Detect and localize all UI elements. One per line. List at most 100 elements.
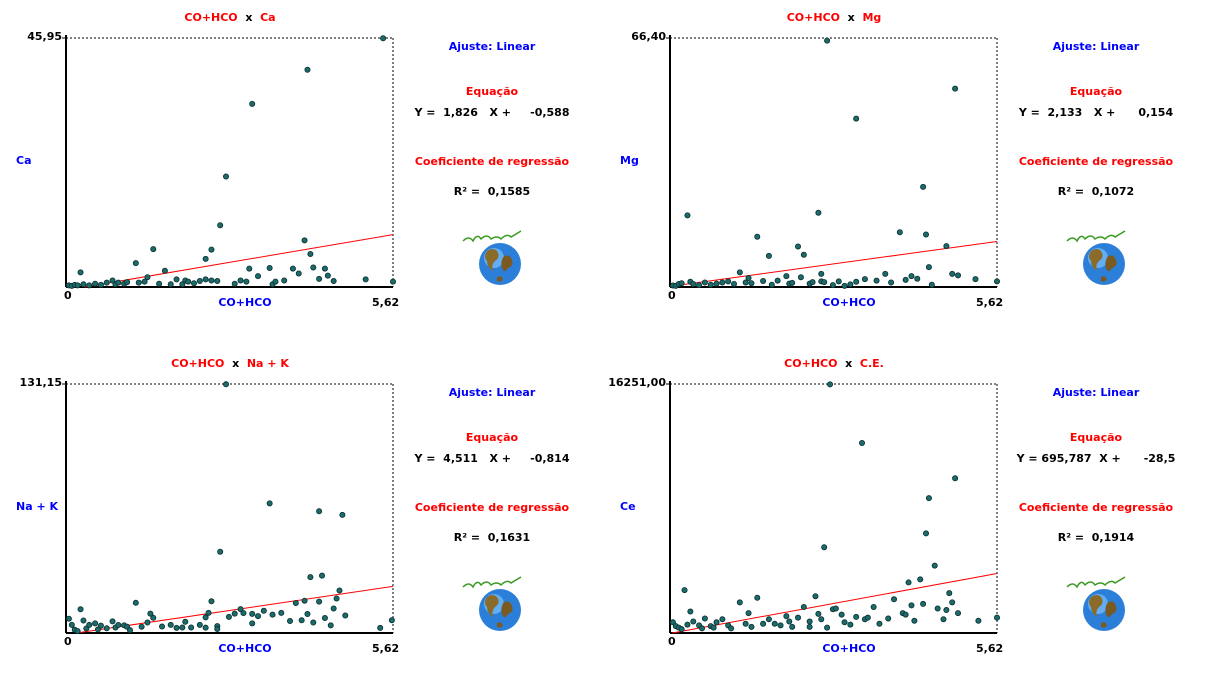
data-point <box>818 616 825 623</box>
data-point <box>223 173 230 180</box>
x-max-label: 5,62 <box>372 642 400 655</box>
chart-title-sep: x <box>224 357 247 370</box>
globe-logo-icon <box>462 576 522 631</box>
data-point <box>86 621 93 628</box>
data-point <box>237 277 244 284</box>
chart-title-x: CO+HCO <box>184 11 238 24</box>
data-point <box>835 278 842 285</box>
fit-info: Ajuste: Linear Equação Y = 2,133 X + 0,154… <box>996 40 1196 198</box>
globe-logo-icon <box>1066 576 1126 631</box>
data-point <box>891 596 898 603</box>
data-point <box>742 620 749 627</box>
data-point <box>955 610 962 617</box>
data-point <box>710 624 717 631</box>
data-point <box>736 599 743 606</box>
data-point <box>307 574 314 581</box>
y-max-label: 16251,00 <box>608 376 666 389</box>
equation-value: Y = 695,787 X + -28,5 <box>1016 452 1176 465</box>
scatter-plot <box>666 35 1000 289</box>
regression-coef-heading: Coeficiente de regressão <box>1018 155 1174 168</box>
data-point <box>225 613 232 620</box>
data-point <box>797 274 804 281</box>
data-point <box>249 610 256 617</box>
data-point <box>768 281 775 288</box>
x-axis-label: CO+HCO <box>822 642 876 655</box>
data-point <box>109 618 116 625</box>
data-point <box>321 615 328 622</box>
data-point <box>249 100 256 107</box>
data-point <box>719 279 726 286</box>
logo <box>1061 573 1141 638</box>
data-point <box>147 610 154 617</box>
data-point <box>301 597 308 604</box>
data-point <box>955 272 962 279</box>
data-point <box>156 280 163 287</box>
data-point <box>266 500 273 507</box>
data-point <box>80 617 87 624</box>
data-point <box>800 603 807 610</box>
data-point <box>742 279 749 286</box>
chart-panel-mg: CO+HCO x Mg 66,40 0 5,62 CO+HCO Mg Ajuste: Lin… <box>604 0 1207 327</box>
chart-panel-ce: CO+HCO x C.E. 16251,00 0 5,62 CO+HCO Ce Ajuste… <box>604 346 1207 673</box>
data-point <box>975 617 982 624</box>
data-point <box>699 625 706 632</box>
data-point <box>205 609 212 616</box>
data-point <box>888 279 895 286</box>
data-point <box>150 246 157 253</box>
data-point <box>832 605 839 612</box>
regression-coef-heading: Coeficiente de regressão <box>1018 501 1174 514</box>
data-point <box>380 35 387 42</box>
globe-logo-icon <box>1066 230 1126 285</box>
data-point <box>223 381 230 388</box>
data-point <box>701 615 708 622</box>
data-point <box>144 619 151 626</box>
data-point <box>167 621 174 628</box>
data-point <box>77 269 84 276</box>
globe-land-south-icon <box>1101 622 1107 628</box>
data-point <box>161 267 168 274</box>
data-point <box>701 279 708 286</box>
data-point <box>943 607 950 614</box>
globe-land-east-icon <box>501 601 513 617</box>
data-point <box>946 590 953 597</box>
data-point <box>240 610 247 617</box>
equation-heading: Equação <box>1069 85 1123 98</box>
data-point <box>135 279 142 286</box>
data-point <box>159 623 166 630</box>
chart-title: CO+HCO x Ca <box>0 11 460 24</box>
data-point <box>908 602 915 609</box>
data-point <box>736 269 743 276</box>
data-point <box>377 624 384 631</box>
data-point <box>911 617 918 624</box>
data-point <box>97 281 104 288</box>
chart-title: CO+HCO x C.E. <box>604 357 1064 370</box>
logo <box>457 227 537 292</box>
regression-line <box>669 240 998 287</box>
data-point <box>115 279 122 286</box>
equation-heading: Equação <box>465 85 519 98</box>
data-point <box>208 598 215 605</box>
x-max-label: 5,62 <box>976 296 1004 309</box>
data-point <box>266 265 273 272</box>
data-point <box>132 599 139 606</box>
data-point <box>809 279 816 286</box>
data-point <box>167 281 174 288</box>
data-point <box>914 275 921 282</box>
data-point <box>103 625 110 632</box>
y-min-label: 0 <box>668 635 676 648</box>
data-point <box>923 530 930 537</box>
data-point <box>208 277 215 284</box>
chart-title-y: Ca <box>260 11 276 24</box>
data-point <box>821 544 828 551</box>
data-point <box>74 282 81 289</box>
data-point <box>841 619 848 626</box>
logo <box>1061 227 1141 292</box>
globe-land-west-icon <box>485 249 499 271</box>
data-point <box>993 278 1000 285</box>
data-point <box>132 260 139 267</box>
logo <box>457 573 537 638</box>
data-point <box>333 595 340 602</box>
data-point <box>231 610 238 617</box>
data-point <box>217 222 224 229</box>
globe-land-west-icon <box>1089 595 1103 617</box>
